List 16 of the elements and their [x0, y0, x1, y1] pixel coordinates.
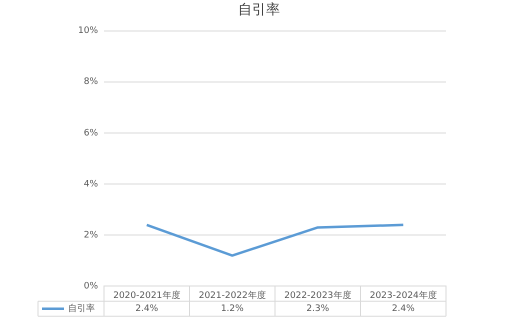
legend-label: 自引率 [68, 303, 95, 314]
y-tick-label: 0% [84, 282, 98, 292]
data-label: 1.2% [220, 304, 244, 314]
y-tick-label: 4% [84, 179, 98, 190]
y-tick-label: 2% [84, 230, 98, 240]
x-tick-label: 2023-2024年度 [370, 290, 437, 301]
y-tick-label: 10% [78, 26, 98, 36]
x-tick-label: 2021-2022年度 [198, 290, 266, 301]
data-label: 2.3% [306, 304, 330, 314]
x-tick-label: 2022-2023年度 [284, 290, 352, 301]
data-label: 2.4% [392, 304, 416, 314]
data-label: 2.4% [135, 304, 159, 314]
y-tick-label: 8% [84, 77, 98, 88]
chart-title: 自引率 [238, 2, 280, 18]
x-tick-label: 2020-2021年度 [113, 290, 180, 301]
y-tick-label: 6% [84, 128, 98, 138]
